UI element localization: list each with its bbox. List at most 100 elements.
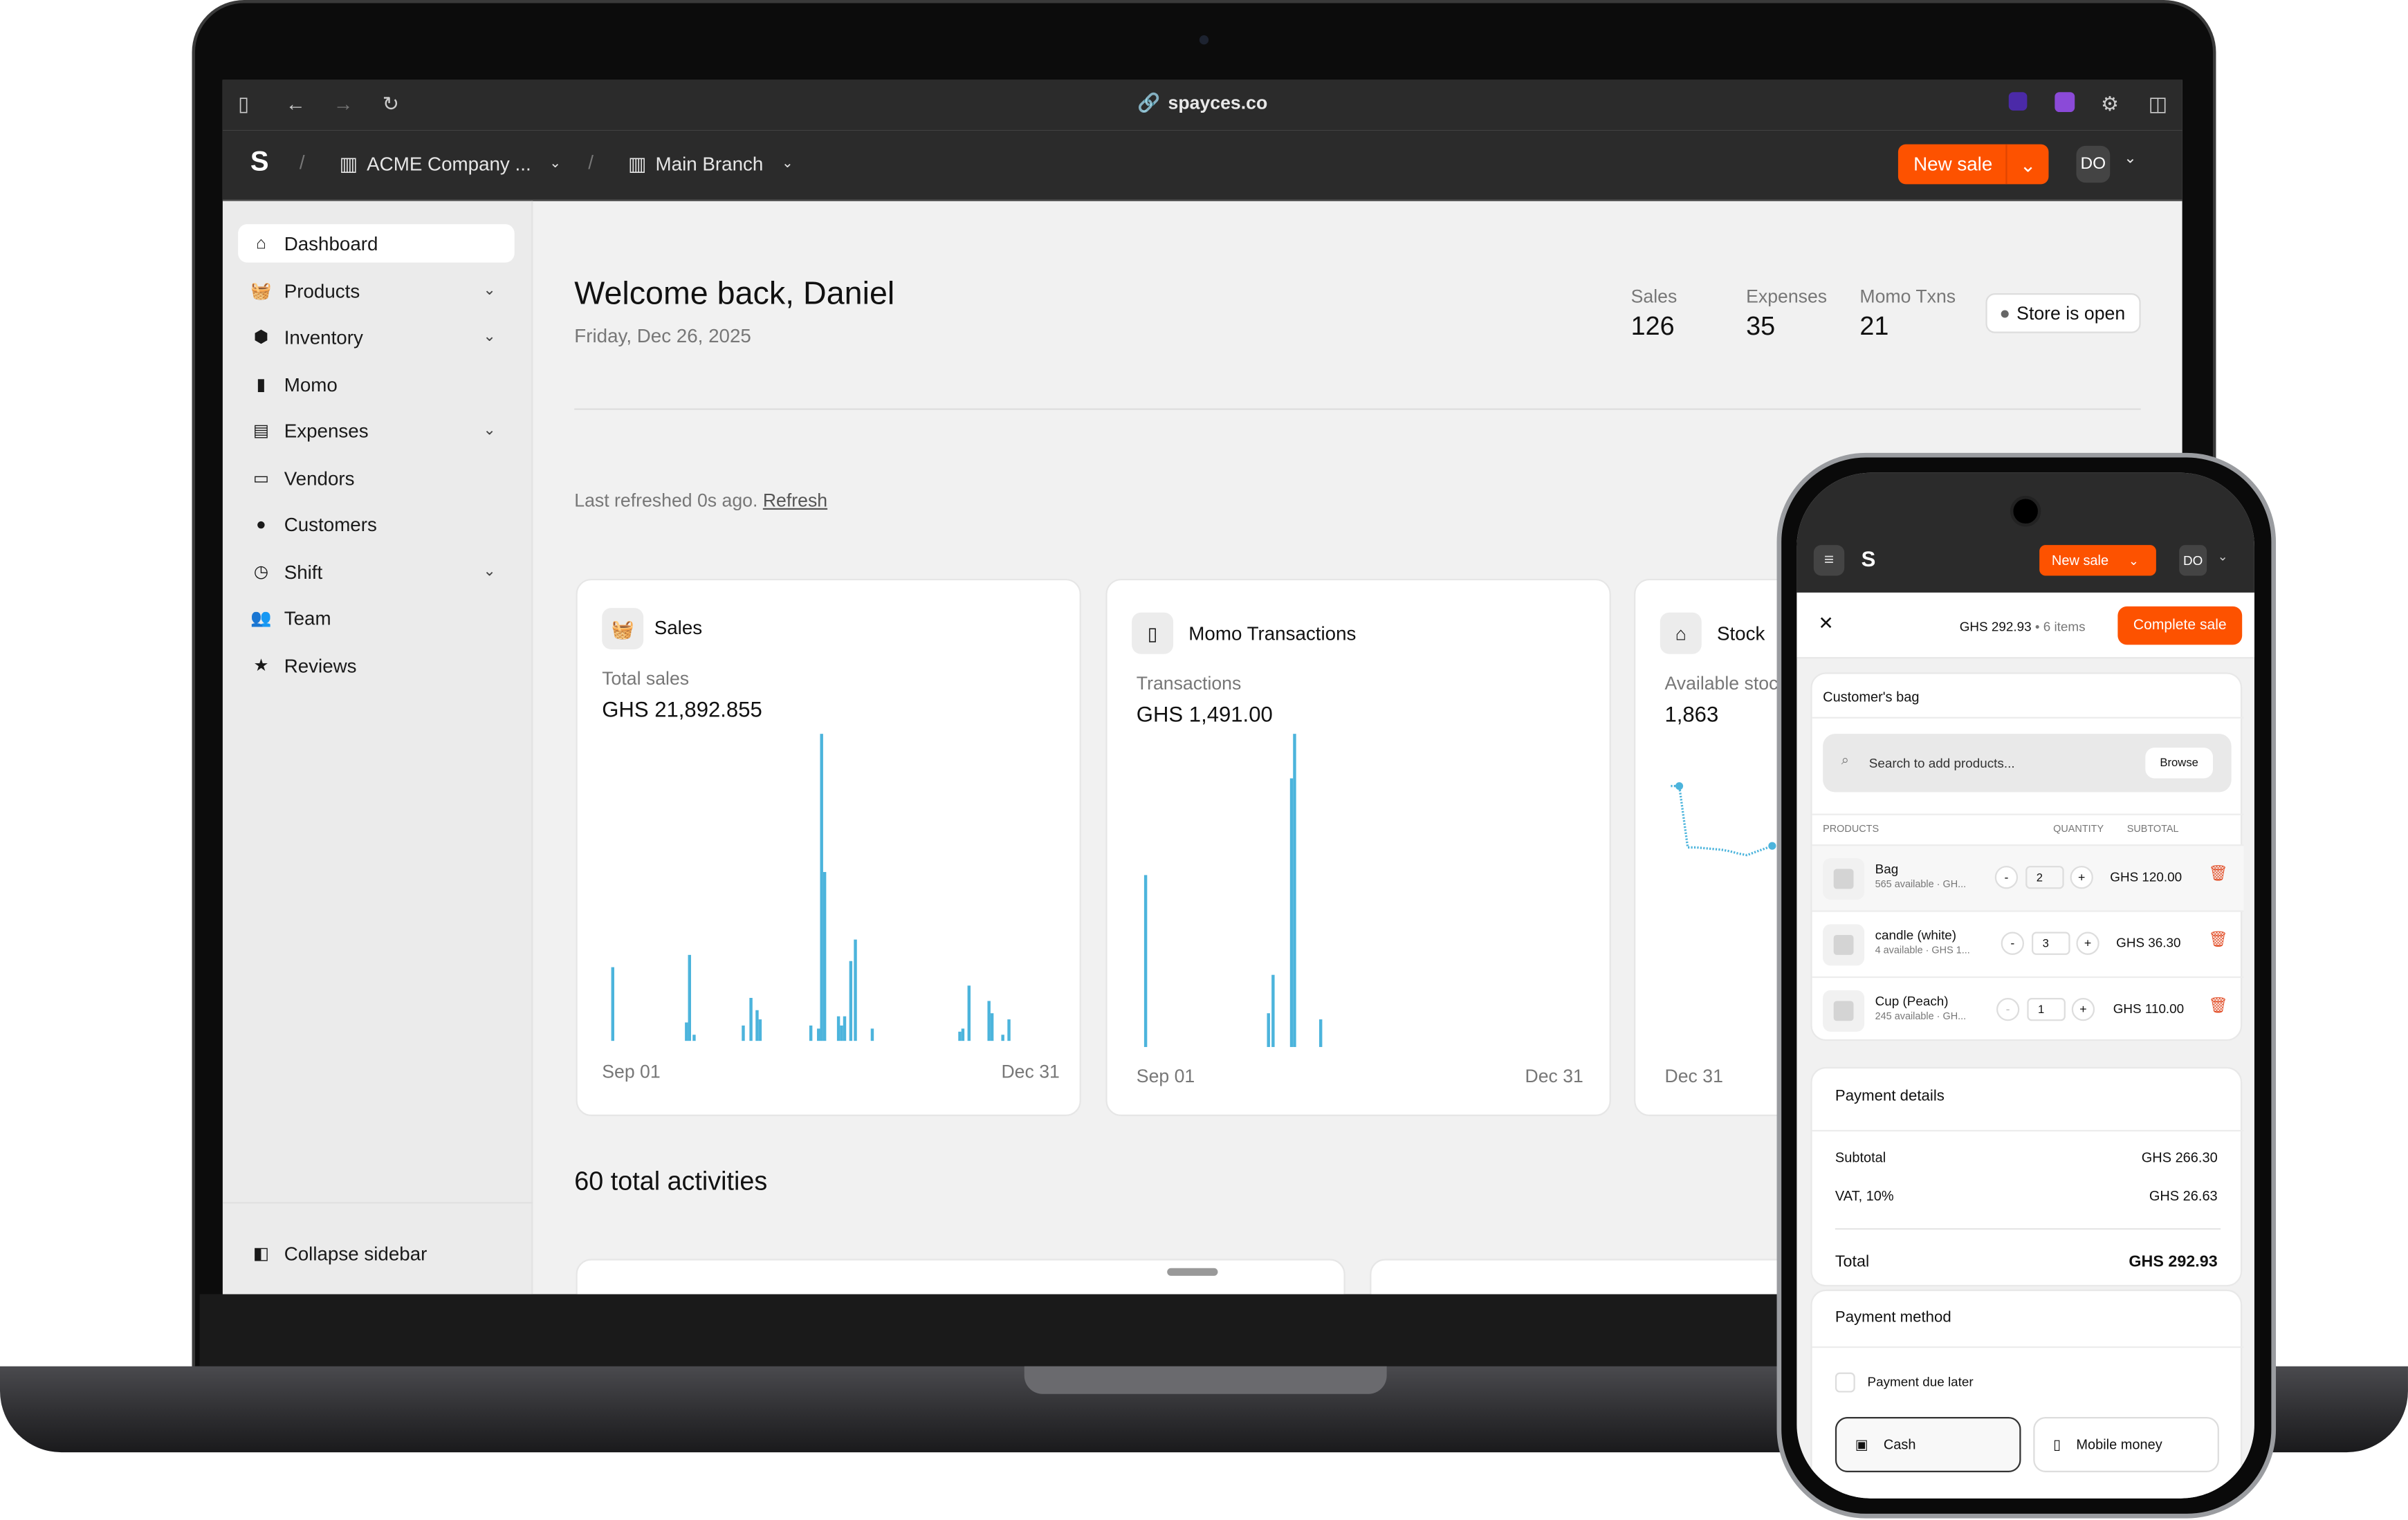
chevron-down-icon[interactable]: ⌄ [2128, 553, 2139, 568]
close-icon[interactable]: ✕ [1818, 612, 1834, 634]
company-switcher[interactable]: ▥ ACME Company ... ⌄ [340, 152, 561, 175]
sidebar-item-products[interactable]: 🧺 Products ⌄ [238, 272, 515, 311]
total-label: Total [1835, 1252, 1870, 1272]
scroll-handle[interactable] [1167, 1268, 1218, 1276]
trash-icon[interactable]: 🗑 [2208, 866, 2228, 883]
collapse-sidebar-button[interactable]: ◧ Collapse sidebar [238, 1234, 515, 1273]
new-sale-button[interactable]: New sale ⌄ [2039, 545, 2156, 576]
sales-card[interactable]: 🧺 Sales Total sales GHS 21,892.855 Sep 0… [576, 578, 1081, 1116]
chart-bar [759, 1019, 762, 1041]
avatar[interactable]: DO [2179, 545, 2207, 576]
settings-sliders-icon[interactable]: ⚙ [2100, 92, 2119, 115]
sidebar-item-customers[interactable]: ● Customers [238, 505, 515, 544]
chart-bar [688, 954, 692, 1041]
sidebar-item-label: Team [284, 607, 331, 629]
card-title: Customer's bag [1823, 689, 1920, 705]
chart-bar [1293, 734, 1297, 1048]
extension-icon-2[interactable] [2055, 92, 2075, 113]
chart-bar [849, 961, 854, 1041]
sidebar-item-reviews[interactable]: ★ Reviews [238, 647, 515, 685]
new-sale-label: New sale [1913, 154, 1993, 176]
stock-point [1768, 842, 1776, 850]
mobile-money-option[interactable]: ▯ Mobile money [2033, 1417, 2219, 1472]
metric-value: 1,863 [1664, 701, 1719, 727]
chart-bar [843, 1016, 847, 1041]
card-title: Stock [1716, 623, 1765, 645]
sale-total: GHS 292.93 [1959, 618, 2032, 634]
hamburger-menu-icon[interactable]: ≡ [1813, 545, 1845, 576]
address-bar[interactable]: 🔗 spayces.co [223, 92, 2182, 113]
logo[interactable]: S [250, 145, 269, 177]
sidebar-item-dashboard[interactable]: ⌂ Dashboard [238, 224, 515, 263]
decrement-button[interactable]: - [2001, 932, 2024, 955]
chevron-down-icon: ⌄ [483, 328, 497, 346]
stat-sales: Sales 126 [1631, 286, 1678, 342]
sale-summary-bar: ✕ GHS 292.93 • 6 items Complete sale [1796, 592, 2254, 659]
momo-bar-chart [1143, 734, 1537, 1048]
chevron-down-icon[interactable]: ⌄ [2005, 144, 2048, 185]
sidebar-item-shift[interactable]: ◷ Shift ⌄ [238, 553, 515, 591]
reload-icon[interactable]: ↻ [382, 92, 399, 115]
extension-icon[interactable] [2008, 92, 2028, 111]
quantity-input[interactable]: 2 [2025, 866, 2064, 889]
sidebar-item-team[interactable]: 👥 Team [238, 599, 515, 638]
metric-label: Available stock [1664, 672, 1787, 694]
cash-option[interactable]: ▣ Cash [1835, 1417, 2021, 1472]
trash-icon[interactable]: 🗑 [2208, 932, 2228, 949]
phone-icon: ▮ [256, 376, 266, 395]
product-search-input[interactable]: ⌕ Search to add products... Browse [1823, 734, 2232, 793]
chart-bar [1008, 1019, 1011, 1041]
card-title: Momo Transactions [1188, 623, 1357, 645]
divider [222, 1202, 533, 1204]
stat-value: 35 [1746, 311, 1776, 341]
split-view-icon[interactable]: ◫ [2148, 92, 2168, 115]
avatar[interactable]: DO [2076, 145, 2111, 183]
branch-switcher[interactable]: ▥ Main Branch ⌄ [628, 152, 793, 175]
camera [1199, 35, 1209, 45]
sidebar-item-label: Products [284, 280, 360, 302]
chart-bar [748, 998, 753, 1041]
chevron-down-icon: ⌄ [483, 282, 497, 299]
row-subtotal: GHS 120.00 [2110, 869, 2182, 884]
chevron-down-icon[interactable]: ⌄ [2217, 549, 2228, 564]
payment-due-later-checkbox[interactable] [1835, 1372, 1855, 1393]
activity-card[interactable] [576, 1259, 1345, 1295]
stat-value: 126 [1630, 311, 1675, 341]
chevron-down-icon: ⌄ [483, 563, 497, 581]
forward-arrow-icon[interactable]: → [333, 92, 353, 115]
sidebar-item-momo[interactable]: ▮ Momo [238, 365, 515, 404]
quantity-input[interactable]: 1 [2027, 998, 2066, 1021]
store-status-button[interactable]: Store is open [1985, 293, 2141, 333]
refresh-link[interactable]: Refresh [762, 490, 828, 512]
product-name: Bag [1875, 861, 1899, 877]
increment-button[interactable]: + [2071, 998, 2095, 1021]
increment-button[interactable]: + [2070, 866, 2093, 889]
vat-value: GHS 26.63 [2149, 1188, 2218, 1204]
sidebar-item-vendors[interactable]: ▭ Vendors [238, 459, 515, 498]
sidebar-item-expenses[interactable]: ▤ Expenses ⌄ [238, 411, 515, 450]
back-arrow-icon[interactable]: ← [285, 92, 306, 115]
stat-value: 21 [1859, 311, 1889, 341]
browse-button[interactable]: Browse [2145, 748, 2214, 779]
card-title: Payment method [1835, 1309, 1951, 1327]
logo[interactable]: S [1861, 546, 1876, 571]
new-sale-label: New sale [2051, 553, 2109, 568]
decrement-button[interactable]: - [1994, 866, 2019, 889]
x-axis-end: Dec 31 [1001, 1061, 1060, 1083]
star-icon: ★ [253, 657, 269, 676]
chevron-down-icon[interactable]: ⌄ [2124, 150, 2137, 167]
building-icon: ▥ [339, 154, 358, 176]
sidebar-toggle-icon[interactable]: ▯ [238, 92, 249, 115]
chart-bar [755, 1010, 760, 1041]
page-title: Welcome back, Daniel [574, 276, 895, 312]
complete-sale-button[interactable]: Complete sale [2117, 606, 2243, 645]
increment-button[interactable]: + [2076, 932, 2099, 955]
sidebar-item-inventory[interactable]: ⬢ Inventory ⌄ [238, 318, 515, 356]
chart-bar [957, 1031, 961, 1041]
trash-icon[interactable]: 🗑 [2208, 998, 2228, 1015]
new-sale-button[interactable]: New sale ⌄ [1897, 144, 2049, 185]
decrement-button[interactable]: - [1996, 998, 2020, 1021]
item-count: 6 items [2043, 618, 2086, 634]
quantity-input[interactable]: 3 [2032, 932, 2070, 955]
momo-card[interactable]: ▯ Momo Transactions Transactions GHS 1,4… [1105, 578, 1611, 1116]
